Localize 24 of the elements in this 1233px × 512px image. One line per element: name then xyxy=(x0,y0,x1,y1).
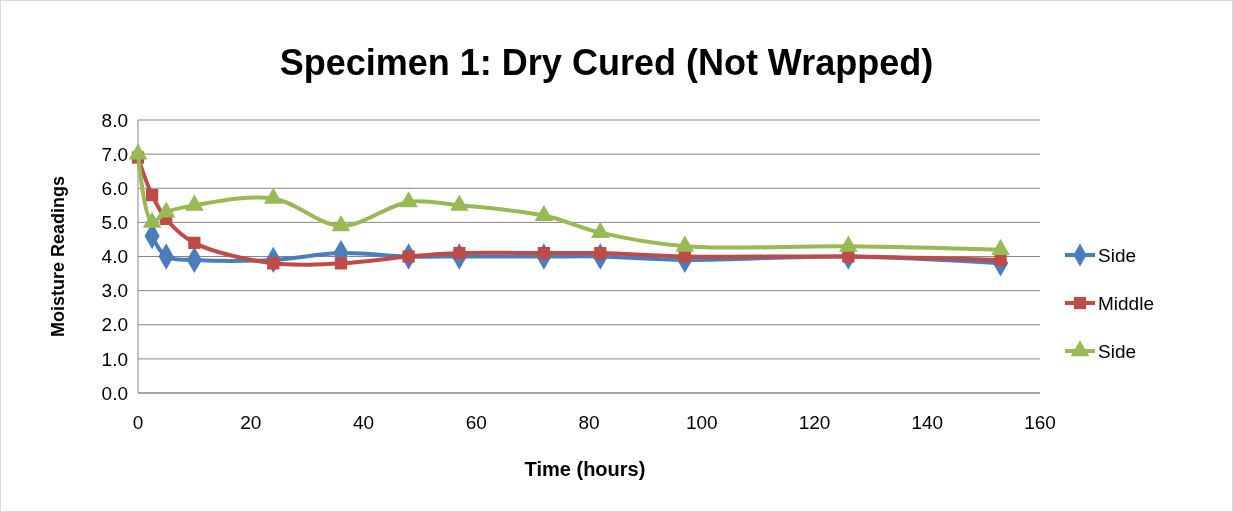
y-tick-label: 3.0 xyxy=(101,280,128,302)
y-tick-label: 5.0 xyxy=(101,212,128,234)
x-axis-title: Time (hours) xyxy=(524,458,646,480)
legend-label: Middle xyxy=(1098,292,1154,314)
x-tick-label: 160 xyxy=(1024,412,1056,433)
x-tick-label: 60 xyxy=(465,412,487,433)
x-tick-label: 100 xyxy=(685,412,718,433)
y-tick-label: 4.0 xyxy=(101,246,128,268)
x-tick-label: 20 xyxy=(240,412,262,433)
x-tick-label: 0 xyxy=(132,412,144,433)
chart-title: Specimen 1: Dry Cured (Not Wrapped) xyxy=(279,42,934,83)
y-tick-label: 0.0 xyxy=(101,382,128,404)
y-tick-label: 7.0 xyxy=(101,143,128,165)
y-tick-label: 1.0 xyxy=(101,348,128,370)
y-axis-title: Moisture Readings xyxy=(48,175,68,338)
legend-label: Side xyxy=(1098,244,1137,266)
y-tick-label: 2.0 xyxy=(101,314,128,336)
x-tick-label: 140 xyxy=(911,412,944,433)
y-tick-label: 6.0 xyxy=(101,177,128,199)
x-tick-label: 120 xyxy=(798,412,831,433)
y-tick-label: 8.0 xyxy=(101,109,128,131)
legend-label: Side xyxy=(1098,340,1137,362)
x-tick-label: 40 xyxy=(352,412,375,433)
x-tick-label: 80 xyxy=(578,412,600,433)
